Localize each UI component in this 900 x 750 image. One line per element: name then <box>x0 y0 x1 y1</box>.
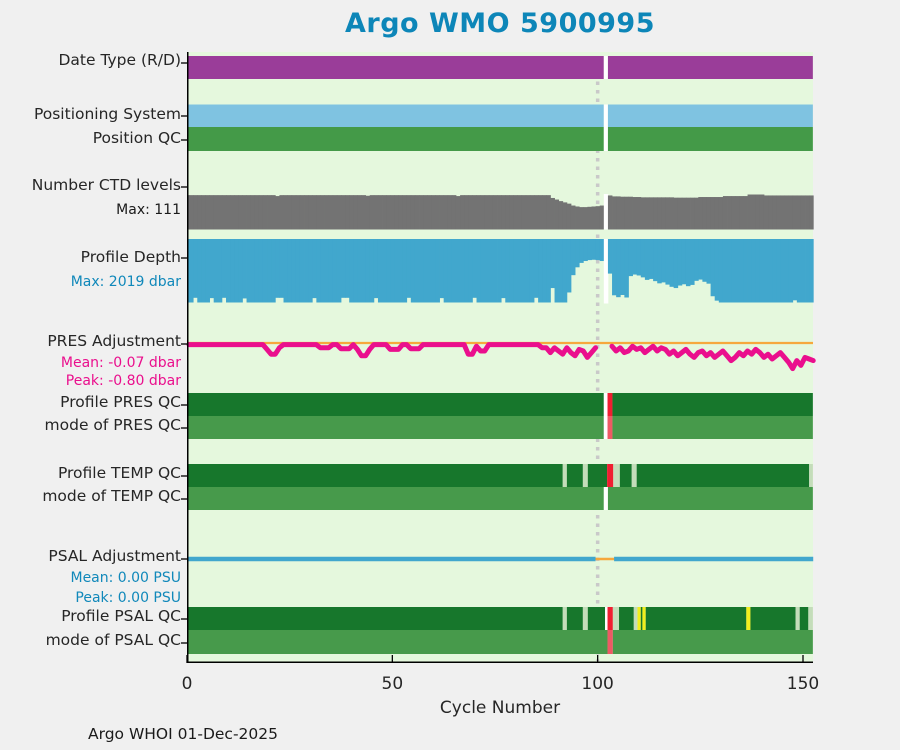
row-label-13: mode of TEMP QC <box>42 487 181 505</box>
row-label-15: Mean: 0.00 PSU <box>70 570 181 586</box>
mode-pres-qc-strip <box>187 416 813 439</box>
axes <box>181 52 813 663</box>
row-label-0: Date Type (R/D) <box>58 51 181 69</box>
x-axis-title: Cycle Number <box>439 698 561 718</box>
row-label-16: Peak: 0.00 PSU <box>75 590 181 606</box>
row-label-4: Max: 111 <box>116 202 181 218</box>
row-label-17: Profile PSAL QC <box>61 607 181 625</box>
position-qc-strip <box>187 127 813 151</box>
mode-psal-qc-strip <box>187 630 813 654</box>
row-label-8: Mean: -0.07 dbar <box>60 355 181 371</box>
pres-adjustment-line <box>186 341 816 372</box>
date-type-strip <box>187 56 813 79</box>
figure-title: Argo WMO 5900995 <box>345 8 655 39</box>
row-label-3: Number CTD levels <box>31 176 181 194</box>
row-label-10: Profile PRES QC <box>60 393 181 411</box>
profile-depth-bars <box>187 239 814 304</box>
profile-pres-qc-strip <box>187 393 813 416</box>
positioning-system-strip <box>187 104 813 127</box>
profile-temp-qc-strip <box>187 464 813 487</box>
mode-temp-qc-strip <box>187 487 813 510</box>
footer-credit: Argo WHOI 01-Dec-2025 <box>88 725 278 743</box>
profile-psal-qc-strip <box>187 607 813 630</box>
row-label-14: PSAL Adjustment <box>48 547 181 565</box>
x-tick-label-50: 50 <box>381 674 404 694</box>
x-tick-label-150: 150 <box>786 674 820 694</box>
ctd-levels-bars <box>187 194 814 230</box>
x-tick-label-0: 0 <box>181 674 193 694</box>
row-label-7: PRES Adjustment <box>47 332 181 350</box>
row-label-6: Max: 2019 dbar <box>70 274 181 290</box>
row-label-18: mode of PSAL QC <box>45 631 181 649</box>
row-label-2: Position QC <box>92 129 181 147</box>
x-tick-label-100: 100 <box>581 674 614 694</box>
row-label-5: Profile Depth <box>80 248 181 266</box>
row-label-9: Peak: -0.80 dbar <box>65 373 181 389</box>
row-label-12: Profile TEMP QC <box>57 464 181 482</box>
row-label-11: mode of PRES QC <box>44 416 181 434</box>
row-label-1: Positioning System <box>33 105 181 123</box>
